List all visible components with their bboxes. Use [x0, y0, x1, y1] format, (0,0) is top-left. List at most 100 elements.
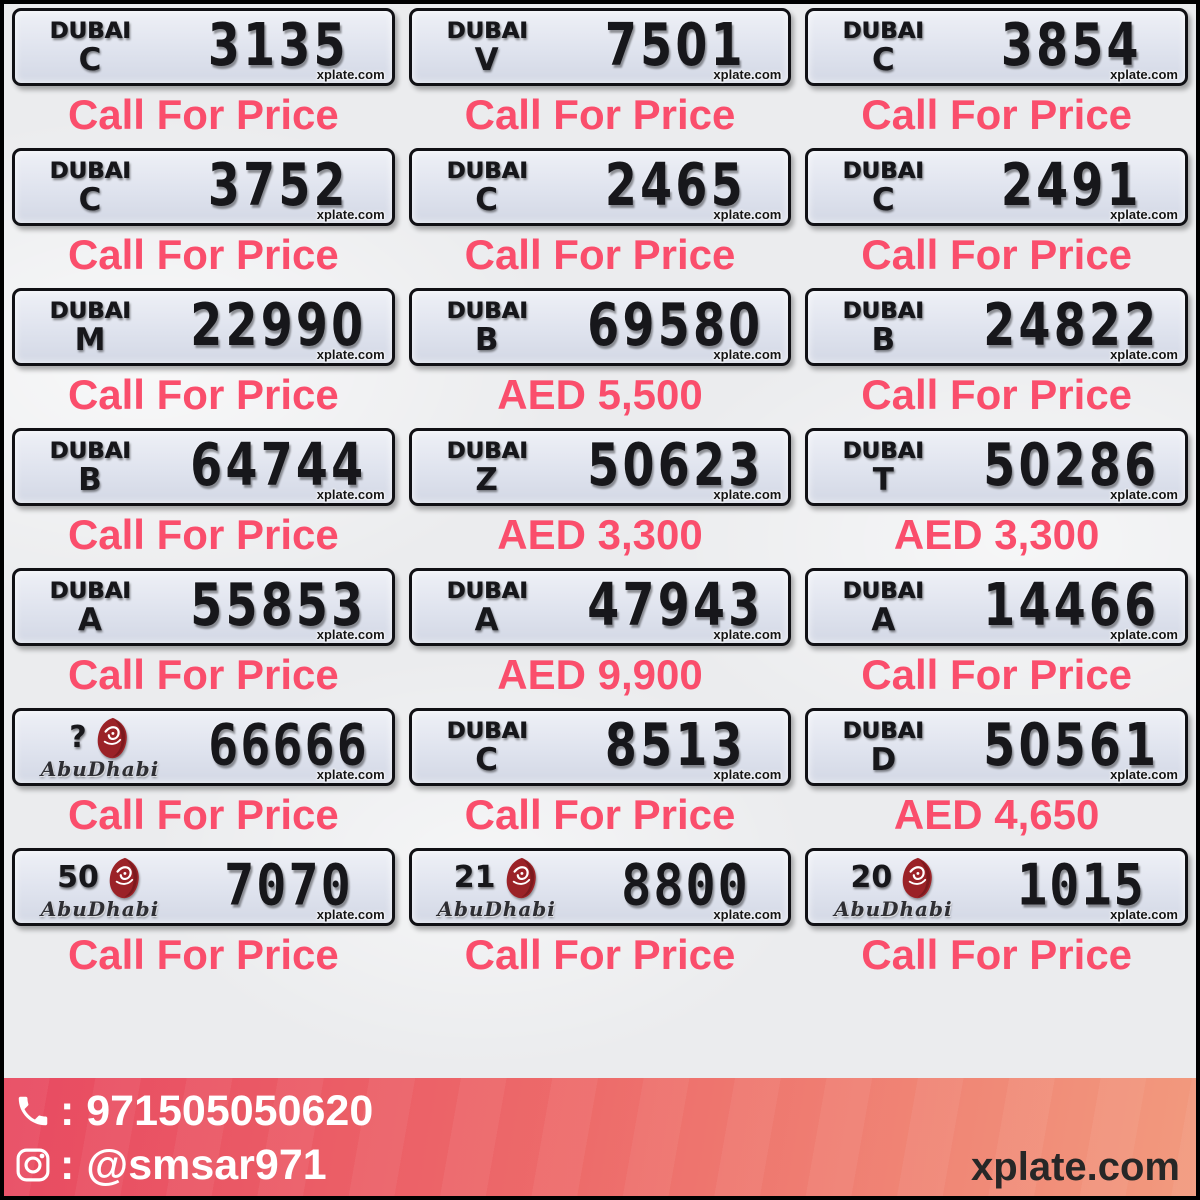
dubai-logo: DUBAI: [842, 19, 924, 44]
plate-listing: DUBAI C 8513 xplate.com Call For Price: [408, 708, 792, 848]
dubai-license-plate: DUBAI A 55853 xplate.com: [12, 568, 395, 646]
plate-left-block: DUBAI C: [15, 151, 165, 223]
plate-number: 47943: [586, 571, 764, 640]
plate-code: C: [871, 42, 895, 78]
price-label: AED 5,500: [497, 371, 703, 418]
plate-listing: 21 AbuDhabi 8800 xplate.com Call For Pri…: [408, 848, 792, 988]
dubai-logo: DUBAI: [842, 579, 924, 604]
xplate-watermark: xplate.com: [316, 627, 385, 642]
plate-listing: DUBAI B 69580 xplate.com AED 5,500: [408, 288, 792, 428]
plate-code: T: [872, 462, 894, 498]
xplate-watermark: xplate.com: [713, 347, 782, 362]
dubai-license-plate: DUBAI D 50561 xplate.com: [805, 708, 1188, 786]
xplate-watermark: xplate.com: [713, 67, 782, 82]
instagram-handle: : @smsar971: [60, 1141, 327, 1189]
plate-number: 50286: [983, 431, 1160, 500]
abudhabi-license-plate: 21 AbuDhabi 8800 xplate.com: [408, 848, 792, 926]
plate-listing: DUBAI M 22990 xplate.com Call For Price: [12, 288, 395, 428]
plate-number: 8513: [604, 711, 746, 780]
price-label: Call For Price: [861, 91, 1133, 138]
plate-listing: DUBAI C 3752 xplate.com Call For Price: [12, 148, 395, 288]
plate-number: 2491: [1001, 151, 1143, 220]
plate-listing: DUBAI V 7501 xplate.com Call For Price: [408, 8, 792, 148]
plate-number: 24822: [983, 291, 1160, 360]
abudhabi-script-label: AbuDhabi: [40, 756, 160, 781]
plate-code: A: [78, 602, 102, 638]
price-label: Call For Price: [861, 231, 1133, 278]
price-label: Call For Price: [464, 931, 736, 978]
xplate-watermark: xplate.com: [1110, 207, 1178, 222]
xplate-watermark: xplate.com: [1110, 767, 1178, 782]
plate-code: 50: [57, 860, 99, 895]
price-label: Call For Price: [67, 371, 339, 418]
abudhabi-script-label: AbuDhabi: [834, 896, 953, 921]
xplate-watermark: xplate.com: [713, 627, 782, 642]
dubai-license-plate: DUBAI A 47943 xplate.com: [408, 568, 792, 646]
price-label: Call For Price: [861, 931, 1133, 978]
xplate-watermark: xplate.com: [1110, 907, 1178, 922]
plate-code: C: [78, 182, 102, 218]
dubai-logo: DUBAI: [446, 19, 528, 44]
dubai-license-plate: DUBAI C 3854 xplate.com: [805, 8, 1188, 86]
plate-listing: DUBAI A 47943 xplate.com AED 9,900: [408, 568, 792, 708]
abudhabi-emblem-icon: [902, 857, 932, 898]
xplate-watermark: xplate.com: [316, 207, 385, 222]
dubai-license-plate: DUBAI C 3752 xplate.com: [12, 148, 395, 226]
xplate-watermark: xplate.com: [1110, 347, 1178, 362]
xplate-watermark: xplate.com: [316, 67, 385, 82]
xplate-watermark: xplate.com: [316, 767, 385, 782]
plate-left-block: DUBAI C: [412, 711, 562, 783]
plate-number: 3135: [207, 11, 349, 80]
dubai-license-plate: DUBAI V 7501 xplate.com: [408, 8, 792, 86]
plate-left-block: DUBAI T: [808, 431, 958, 503]
price-label: Call For Price: [67, 651, 339, 698]
plate-code: Z: [475, 462, 498, 498]
contact-footer: : 971505050620 : @smsar971 xplate.com: [4, 1078, 1196, 1196]
plate-code: 21: [453, 860, 496, 895]
price-label: Call For Price: [67, 791, 339, 838]
price-label: AED 3,300: [497, 511, 703, 558]
plate-code: V: [474, 42, 499, 78]
plate-number: 50623: [586, 431, 764, 500]
plate-left-block: DUBAI D: [808, 711, 958, 783]
xplate-watermark: xplate.com: [713, 487, 782, 502]
plate-left-block: DUBAI C: [808, 151, 958, 223]
plate-number: 22990: [190, 291, 367, 360]
price-label: AED 9,900: [497, 651, 703, 698]
plate-number: 66666: [207, 712, 369, 779]
abudhabi-license-plate: ? AbuDhabi 66666 xplate.com: [12, 708, 395, 786]
plate-listing: DUBAI T 50286 xplate.com AED 3,300: [805, 428, 1188, 568]
dubai-license-plate: DUBAI B 64744 xplate.com: [12, 428, 395, 506]
abudhabi-emblem-icon: [506, 857, 536, 898]
plate-left-block: ? AbuDhabi: [15, 711, 185, 783]
plate-left-block: DUBAI C: [412, 151, 562, 223]
plate-number: 7070: [224, 852, 353, 919]
abudhabi-license-plate: 50 AbuDhabi 7070 xplate.com: [12, 848, 395, 926]
plate-left-block: DUBAI B: [412, 291, 562, 363]
plate-number: 8800: [620, 852, 750, 919]
plate-code: C: [475, 742, 499, 778]
plate-number: 3854: [1001, 11, 1143, 80]
dubai-logo: DUBAI: [842, 299, 924, 324]
plate-left-block: DUBAI A: [412, 571, 562, 643]
plate-listing: 20 AbuDhabi 1015 xplate.com Call For Pri…: [805, 848, 1188, 988]
dubai-license-plate: DUBAI C 3135 xplate.com: [12, 8, 395, 86]
dubai-logo: DUBAI: [49, 299, 131, 324]
plate-left-block: DUBAI B: [15, 431, 165, 503]
plate-listing: DUBAI C 2465 xplate.com Call For Price: [408, 148, 792, 288]
plate-listing: DUBAI D 50561 xplate.com AED 4,650: [805, 708, 1188, 848]
plate-code: A: [474, 602, 499, 638]
dubai-license-plate: DUBAI T 50286 xplate.com: [805, 428, 1188, 506]
phone-icon: [18, 1096, 48, 1126]
dubai-logo: DUBAI: [446, 719, 528, 744]
dubai-license-plate: DUBAI B 24822 xplate.com: [805, 288, 1188, 366]
abudhabi-license-plate: 20 AbuDhabi 1015 xplate.com: [805, 848, 1188, 926]
dubai-logo: DUBAI: [842, 719, 924, 744]
plate-left-block: DUBAI V: [412, 11, 562, 83]
dubai-logo: DUBAI: [446, 159, 528, 184]
dubai-logo: DUBAI: [446, 439, 528, 464]
plate-listing: DUBAI B 24822 xplate.com Call For Price: [805, 288, 1188, 428]
dubai-logo: DUBAI: [446, 299, 528, 324]
plate-code: 20: [850, 860, 893, 895]
